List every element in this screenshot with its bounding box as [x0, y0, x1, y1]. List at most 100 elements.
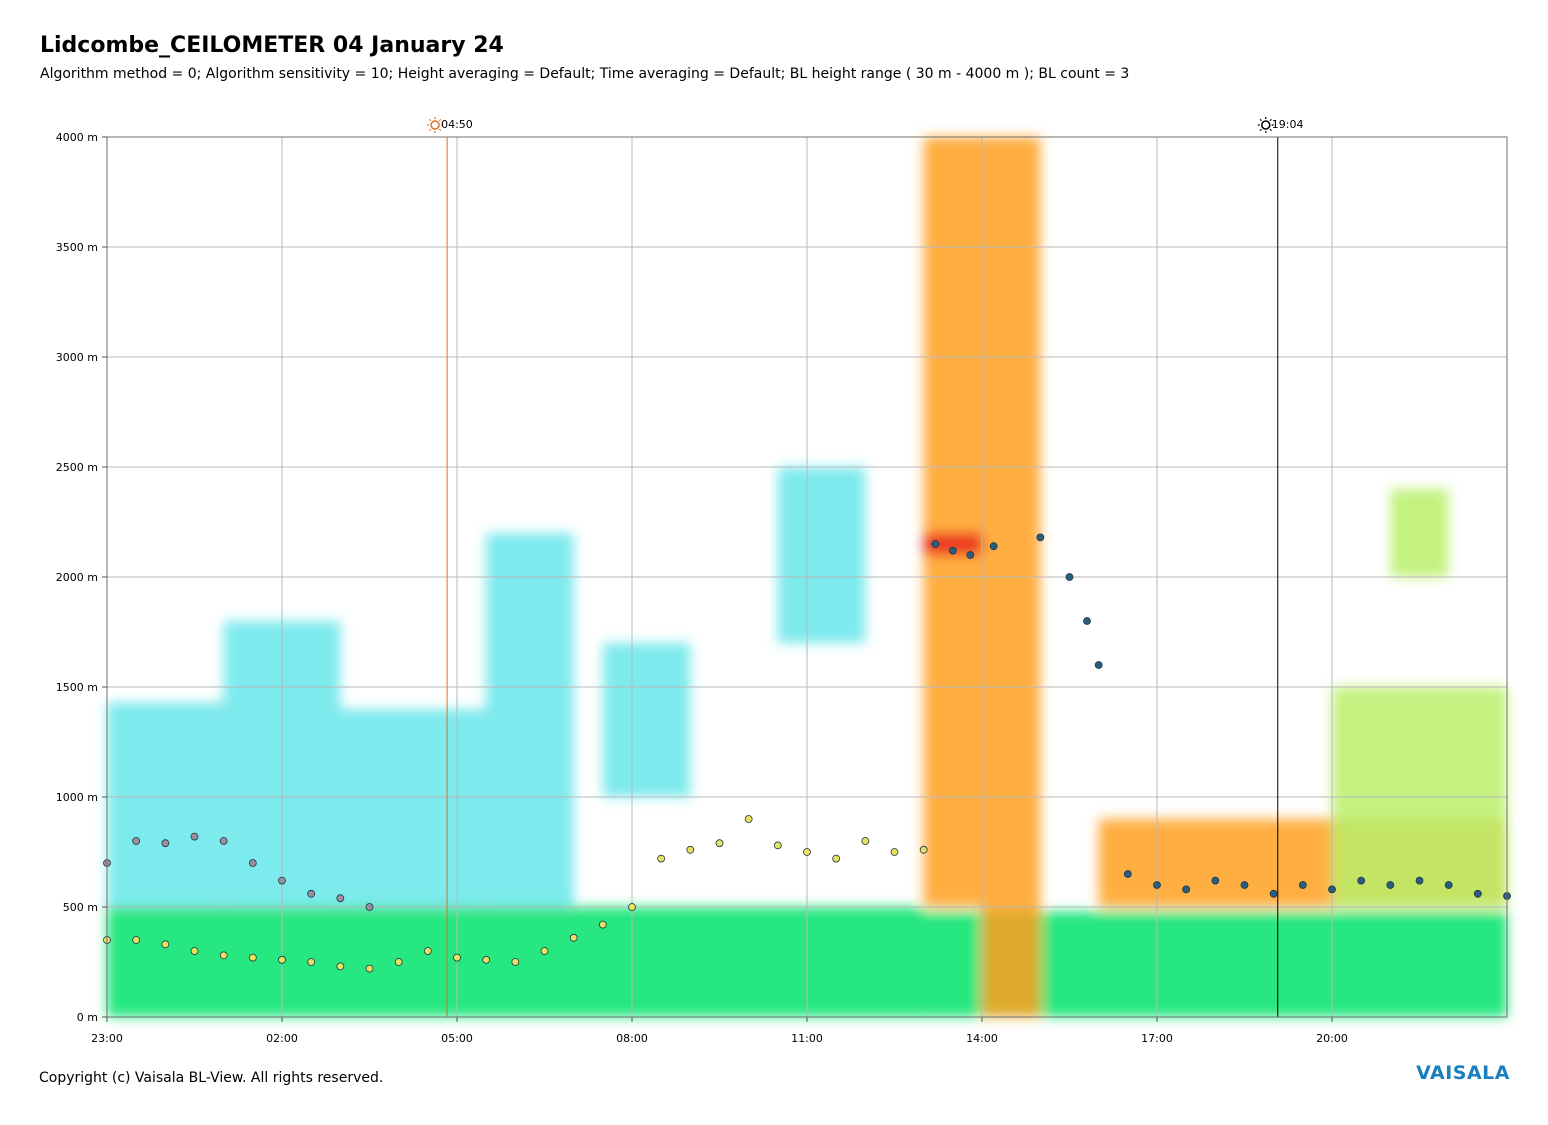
y-tick-label-3: 1500 m — [56, 681, 98, 694]
y-axis: 0 m 500 m 1000 m 1500 m 2000 m 2500 m 3000 m 35… — [56, 131, 107, 1024]
bl-point-1-20 — [686, 845, 695, 854]
bl-point-1-8 — [336, 962, 345, 971]
bl-point-1-25 — [832, 854, 841, 863]
bl-point-1-4 — [219, 951, 228, 960]
bl-point-2-1 — [948, 546, 957, 555]
bl-point-2-0 — [931, 540, 940, 548]
y-tick-label-2: 1000 m — [56, 791, 98, 804]
x-tick-label-4: 11:00 — [791, 1032, 823, 1045]
y-tick-label-8: 4000 m — [56, 131, 98, 144]
bl-point-2-8 — [1123, 870, 1132, 878]
bl-point-1-15 — [540, 947, 549, 955]
bl-point-1-26 — [861, 837, 870, 845]
heatmap-region-2 — [107, 702, 224, 907]
bl-point-1-21 — [715, 839, 724, 848]
copyright-text: Copyright (c) Vaisala BL-View. All right… — [39, 1070, 384, 1086]
sunset-icon — [1257, 117, 1274, 133]
bl-point-2-11 — [1211, 876, 1220, 885]
bl-point-0-3 — [190, 832, 199, 841]
vaisala-logo: VAISALA — [1416, 1062, 1510, 1084]
heatmap-region-4 — [340, 709, 487, 907]
chart-subtitle: Algorithm method = 0; Algorithm sensitiv… — [40, 66, 1130, 82]
y-tick-label-6: 3000 m — [56, 351, 98, 364]
bl-point-1-16 — [569, 933, 578, 942]
bl-point-2-6 — [1083, 617, 1091, 625]
sunset-label: 19:04 — [1272, 118, 1304, 131]
bl-point-0-9 — [365, 903, 374, 911]
bl-point-2-7 — [1094, 661, 1103, 669]
x-tick-label-3: 08:00 — [616, 1032, 648, 1045]
bl-point-0-2 — [161, 839, 170, 848]
bl-point-0-1 — [132, 837, 141, 845]
sun-markers: 04:50 19:04 — [427, 117, 1303, 1017]
bl-point-2-14 — [1298, 881, 1307, 889]
x-tick-label-2: 05:00 — [441, 1032, 473, 1045]
bl-series — [103, 533, 1511, 973]
bl-point-2-17 — [1386, 881, 1395, 889]
x-axis: 23:00 02:00 05:00 08:00 11:00 14:00 17:00 20:00 — [91, 1017, 1348, 1045]
bl-point-2-19 — [1444, 881, 1453, 889]
bl-point-1-6 — [278, 955, 286, 964]
bl-point-1-27 — [890, 848, 899, 856]
bl-point-2-2 — [966, 551, 975, 559]
bl-point-0-4 — [219, 837, 228, 845]
heatmap-region-5 — [486, 533, 574, 907]
bl-point-1-14 — [511, 958, 520, 966]
bl-series-2 — [931, 533, 1511, 900]
bl-series-0 — [103, 832, 374, 911]
bl-point-1-22 — [744, 815, 753, 823]
bl-point-1-12 — [453, 953, 461, 962]
bl-point-1-3 — [190, 947, 199, 955]
x-tick-label-5: 14:00 — [966, 1032, 998, 1045]
heatmap-region-8 — [923, 137, 982, 907]
bl-point-2-15 — [1328, 885, 1336, 894]
chart-title: Lidcombe_CEILOMETER 04 January 24 — [40, 33, 504, 58]
x-tick-label-1: 02:00 — [266, 1032, 298, 1045]
x-tick-label-7: 20:00 — [1316, 1032, 1348, 1045]
bl-point-1-9 — [365, 964, 374, 973]
sunrise-icon — [427, 117, 444, 133]
bl-point-2-9 — [1153, 881, 1161, 889]
x-tick-label-6: 17:00 — [1141, 1032, 1173, 1045]
bl-point-1-28 — [919, 845, 928, 854]
bl-point-2-5 — [1065, 573, 1074, 581]
bl-point-1-1 — [132, 936, 141, 944]
x-tick-label-0: 23:00 — [91, 1032, 123, 1045]
heatmap-region-6 — [602, 643, 691, 797]
heatmap-region-13 — [1390, 489, 1449, 577]
bl-point-2-10 — [1182, 885, 1191, 894]
heatmap-region-7 — [777, 467, 866, 643]
grid-lines — [107, 136, 1507, 1018]
bl-point-0-6 — [278, 876, 286, 885]
bl-series-1 — [103, 815, 928, 973]
y-tick-label-5: 2500 m — [56, 461, 98, 474]
sunrise-label: 04:50 — [441, 118, 473, 131]
bl-point-2-12 — [1240, 881, 1249, 889]
bl-point-1-7 — [307, 958, 316, 966]
bl-point-2-3 — [989, 542, 998, 551]
bl-point-1-11 — [423, 947, 432, 955]
bl-point-0-5 — [248, 859, 257, 867]
bl-point-2-20 — [1473, 889, 1482, 898]
bl-point-0-8 — [336, 894, 345, 903]
bl-point-1-10 — [394, 958, 403, 966]
bl-point-2-18 — [1415, 876, 1424, 885]
bl-point-1-24 — [803, 848, 811, 856]
bl-point-0-7 — [307, 889, 316, 898]
y-tick-label-7: 3500 m — [56, 241, 98, 254]
bl-point-1-5 — [248, 953, 257, 962]
bl-point-2-16 — [1357, 876, 1366, 885]
y-tick-label-0: 0 m — [77, 1011, 98, 1024]
bl-point-1-23 — [773, 841, 782, 850]
bl-point-2-4 — [1036, 533, 1045, 542]
bl-point-1-19 — [657, 854, 666, 863]
heatmap-region-10 — [923, 533, 982, 555]
bl-point-1-18 — [628, 903, 636, 911]
y-tick-label-4: 2000 m — [56, 571, 98, 584]
bl-point-2-13 — [1269, 889, 1278, 898]
bl-point-1-13 — [482, 955, 491, 964]
bl-point-1-2 — [161, 940, 170, 949]
y-tick-label-1: 500 m — [63, 901, 98, 914]
bl-point-1-17 — [598, 920, 607, 929]
